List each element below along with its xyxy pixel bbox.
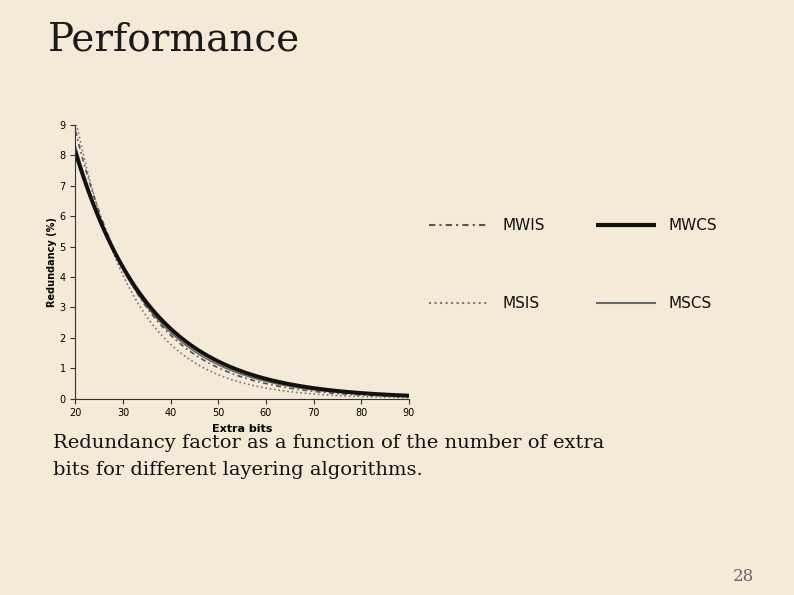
MWCS [269, 377, 279, 384]
MSCS [71, 146, 81, 154]
Y-axis label: Redundancy (%): Redundancy (%) [47, 217, 56, 307]
Text: MSCS: MSCS [669, 296, 712, 311]
MWIS [275, 383, 284, 390]
Text: Redundancy factor as a function of the number of extra
bits for different layeri: Redundancy factor as a function of the n… [53, 434, 604, 479]
MSIS [71, 121, 81, 129]
MWCS [268, 377, 278, 384]
MSCS [404, 393, 414, 400]
MSIS [269, 386, 279, 393]
MWIS [71, 127, 80, 134]
MSCS [71, 143, 80, 150]
MWCS [71, 152, 81, 159]
MWIS [373, 392, 383, 399]
MWCS [352, 389, 361, 396]
MSCS [352, 390, 361, 397]
Line: MWCS: MWCS [75, 152, 409, 396]
MSIS [373, 393, 383, 400]
Text: MWCS: MWCS [669, 218, 718, 233]
Text: 28: 28 [733, 568, 754, 585]
MSIS [275, 387, 284, 394]
MWIS [269, 382, 279, 389]
MWCS [71, 149, 80, 156]
MSCS [268, 380, 278, 387]
MSIS [352, 393, 361, 400]
MSCS [269, 380, 279, 387]
MSIS [404, 394, 414, 401]
Line: MWIS: MWIS [75, 131, 409, 397]
MWIS [268, 381, 278, 389]
MWCS [275, 378, 284, 386]
MWIS [352, 392, 361, 399]
MSIS [268, 386, 278, 393]
X-axis label: Extra bits: Extra bits [212, 424, 272, 434]
MWIS [404, 393, 414, 400]
MWCS [373, 390, 383, 397]
Text: Performance: Performance [48, 21, 300, 59]
Text: MSIS: MSIS [502, 296, 539, 311]
MSCS [373, 392, 383, 399]
Line: MSCS: MSCS [75, 146, 409, 396]
Line: MSIS: MSIS [75, 125, 409, 397]
MSIS [71, 121, 80, 129]
MWIS [71, 132, 81, 139]
Text: MWIS: MWIS [502, 218, 545, 233]
MWCS [404, 392, 414, 399]
MSCS [275, 381, 284, 388]
